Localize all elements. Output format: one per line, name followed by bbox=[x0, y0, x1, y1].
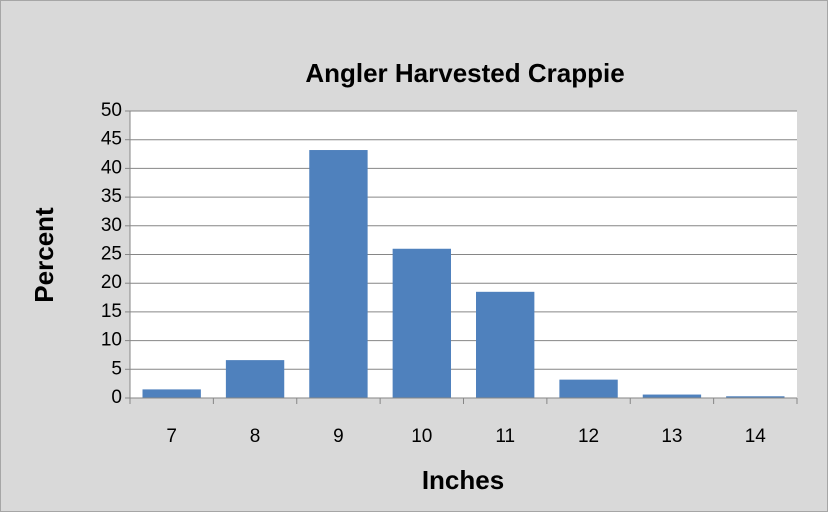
x-tick-label: 9 bbox=[333, 426, 344, 447]
bar bbox=[142, 389, 201, 398]
bar bbox=[726, 396, 785, 398]
bar bbox=[225, 360, 285, 398]
y-tick-label: 5 bbox=[111, 358, 122, 379]
y-tick-label: 15 bbox=[101, 301, 122, 322]
y-tick-label: 45 bbox=[101, 129, 122, 150]
bar bbox=[392, 248, 451, 398]
y-tick-label: 0 bbox=[111, 387, 122, 408]
x-tick-label: 13 bbox=[661, 426, 682, 447]
y-tick-label: 10 bbox=[101, 330, 122, 351]
x-tick-label: 10 bbox=[411, 426, 432, 447]
y-tick-label: 50 bbox=[101, 100, 122, 121]
bar bbox=[559, 379, 618, 398]
x-tick-label: 7 bbox=[166, 426, 177, 447]
x-tick-label: 8 bbox=[250, 426, 261, 447]
x-axis-label: Inches bbox=[422, 465, 504, 495]
x-tick-label: 12 bbox=[578, 426, 599, 447]
x-tick-label: 11 bbox=[495, 426, 515, 447]
y-tick-label: 40 bbox=[101, 157, 122, 178]
y-tick-label: 20 bbox=[101, 272, 122, 293]
y-tick-label: 35 bbox=[101, 186, 122, 207]
x-tick-label: 14 bbox=[745, 426, 767, 447]
bar bbox=[309, 150, 368, 398]
bar bbox=[642, 394, 702, 398]
y-tick-label: 30 bbox=[101, 215, 122, 236]
bar bbox=[476, 291, 535, 398]
y-tick-label: 25 bbox=[101, 244, 122, 265]
y-axis-label: Percent bbox=[29, 207, 59, 303]
chart-title: Angler Harvested Crappie bbox=[305, 58, 624, 88]
